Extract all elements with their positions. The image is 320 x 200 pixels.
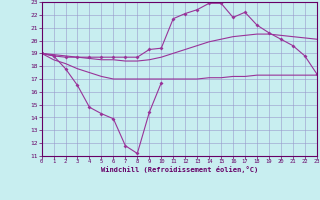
X-axis label: Windchill (Refroidissement éolien,°C): Windchill (Refroidissement éolien,°C) — [100, 166, 258, 173]
